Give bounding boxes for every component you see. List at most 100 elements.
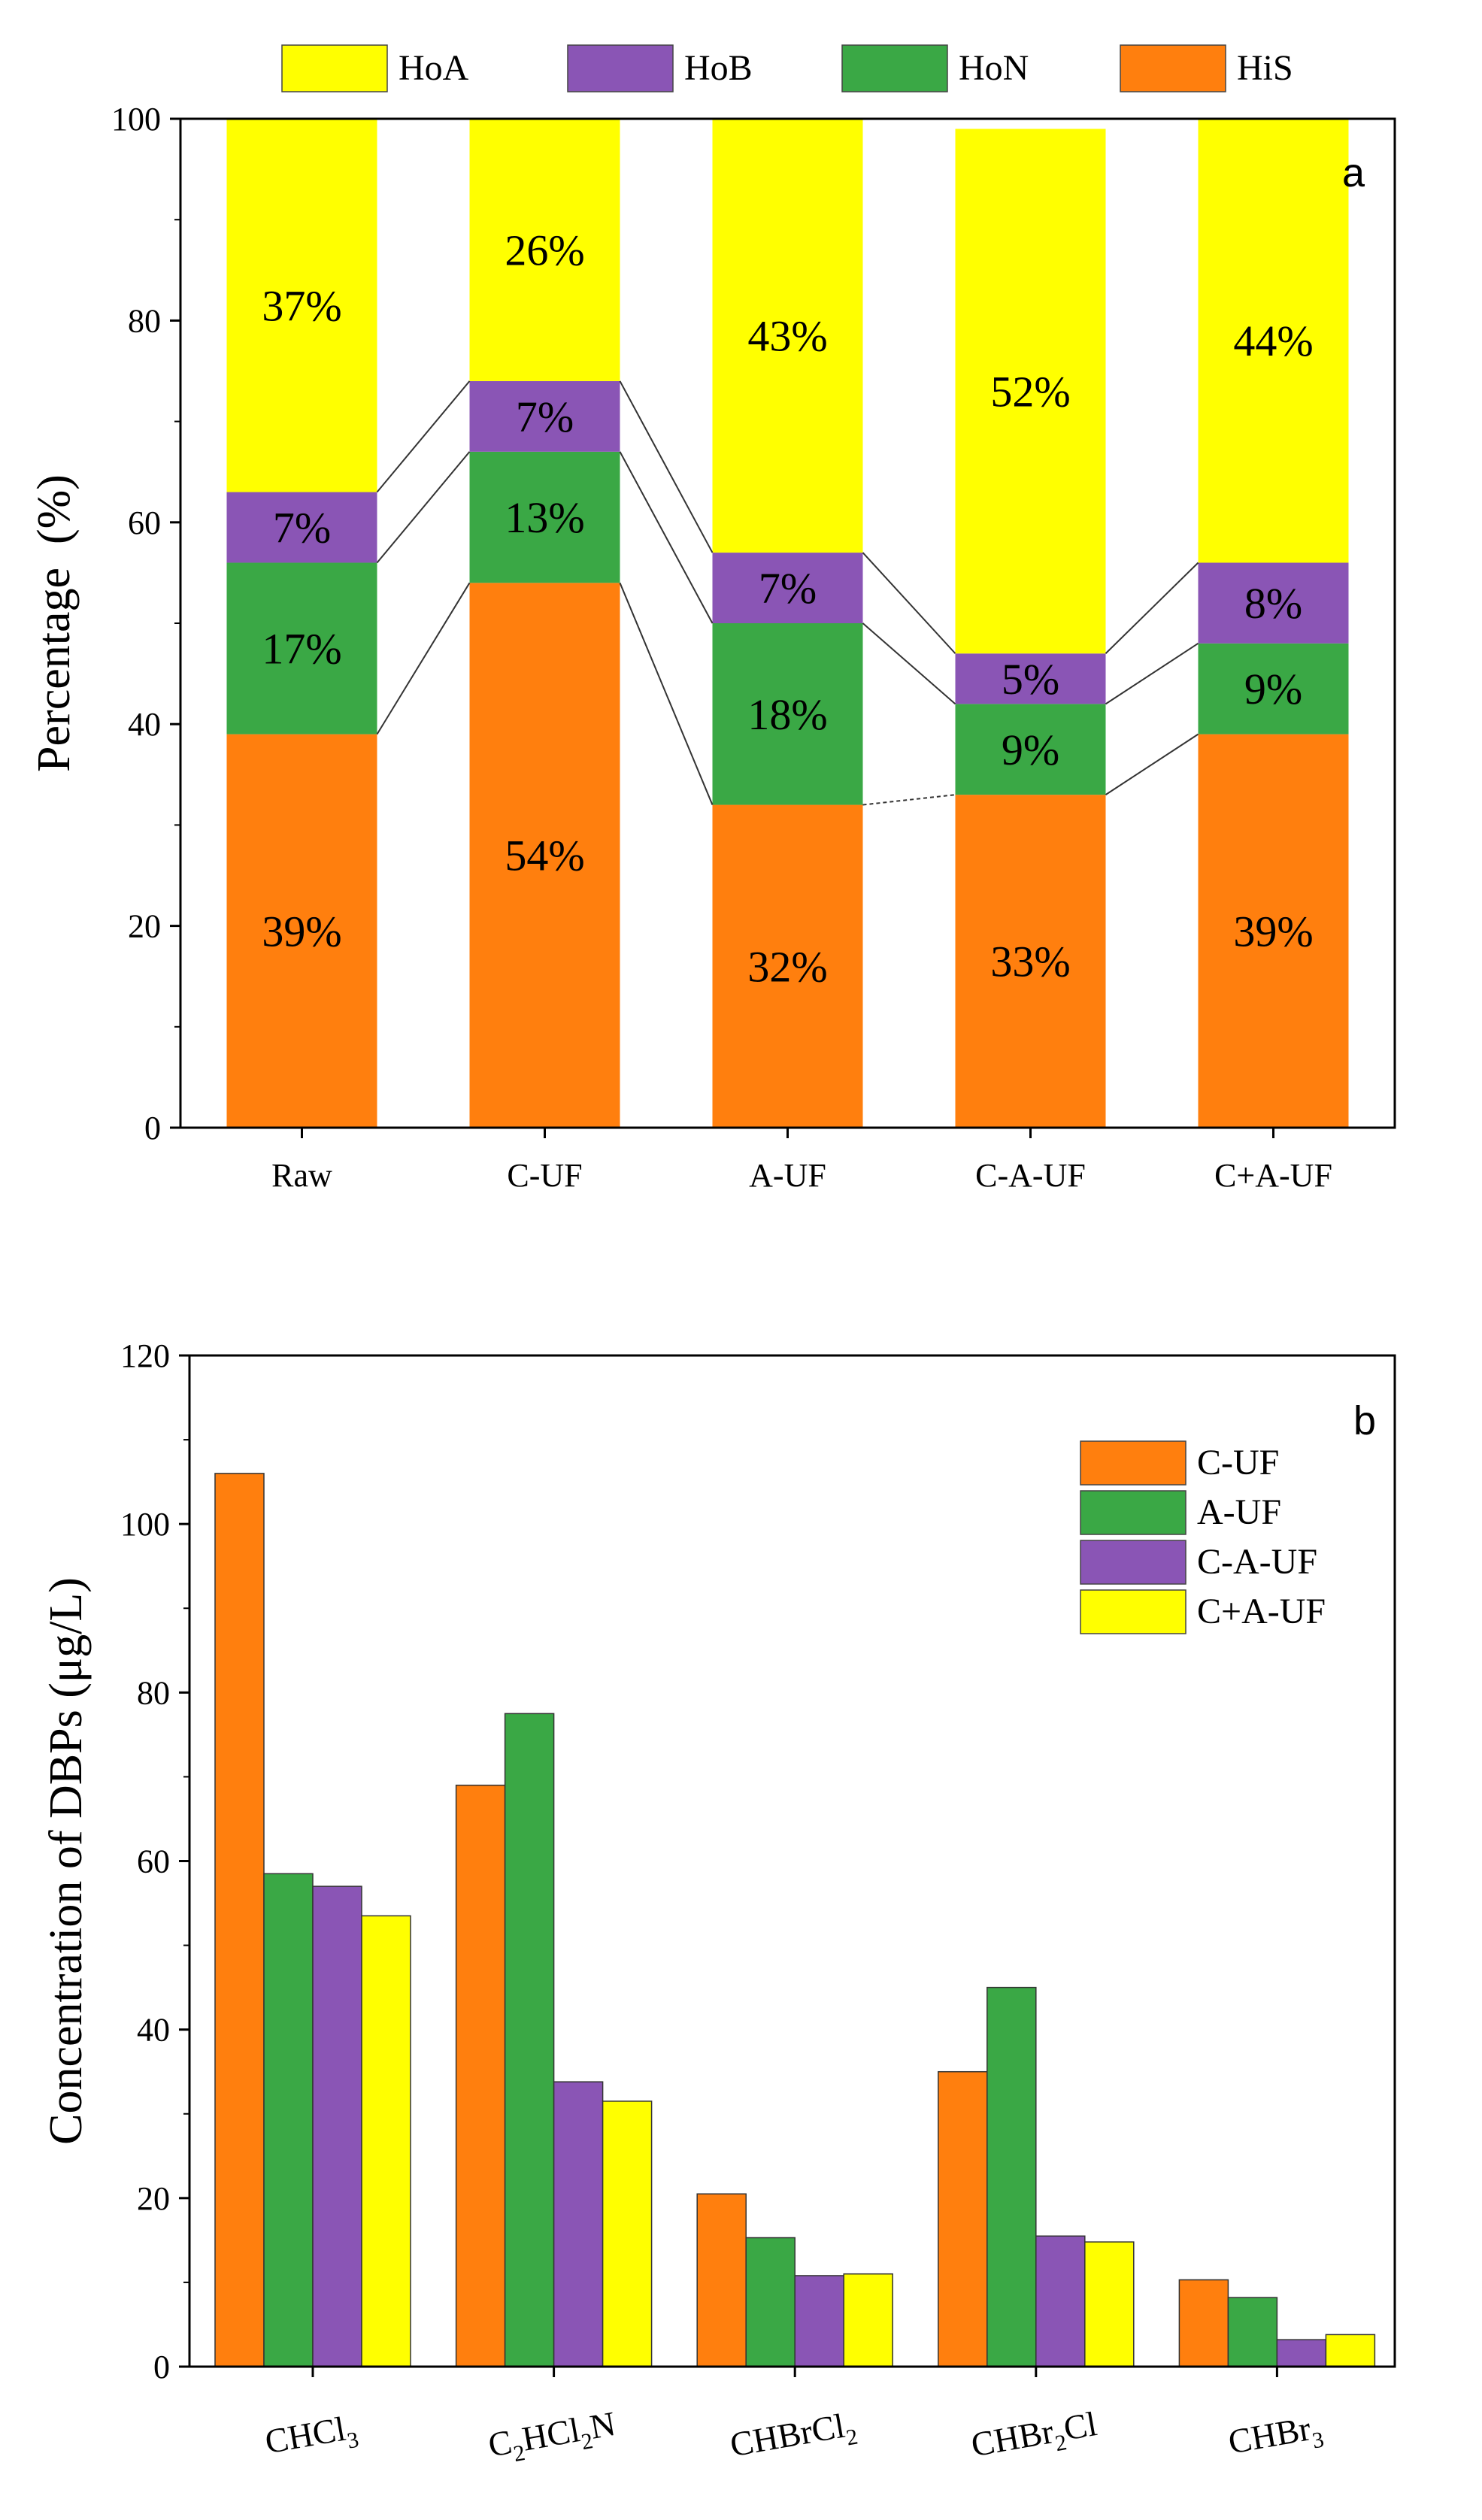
bar-c-a-uf-4: [1035, 2235, 1086, 2367]
y-tick-label: 80: [137, 1674, 170, 1711]
panel-label-b: b: [1353, 1398, 1376, 1443]
legend-label-c-a-uf: C-A-UF: [1197, 1542, 1317, 1582]
segment-label-hob-3: 7%: [759, 564, 817, 613]
bar-cplusa-uf-5: [1325, 2334, 1376, 2367]
legend-swatch-his: [1120, 44, 1226, 92]
bar-hoa-2: [469, 119, 620, 381]
bar-c-uf-1: [214, 1473, 265, 2367]
x-tick-label: C+A-UF: [1214, 1157, 1332, 1194]
segment-label-hon-4: 9%: [1002, 725, 1059, 774]
y-tick-label: 60: [137, 1843, 170, 1880]
x-tick-label: CHBr2Cl: [968, 2404, 1101, 2470]
x-tick-label: CHCl3: [262, 2407, 361, 2467]
subscript: 3: [345, 2428, 361, 2454]
connector-line: [862, 622, 956, 705]
bar-his-4: [955, 795, 1106, 1128]
connector-line: [619, 582, 714, 805]
connector-line: [862, 552, 956, 654]
segment-label-hob-1: 7%: [273, 504, 331, 553]
y-tick-label: 60: [128, 504, 161, 541]
bar-a-uf-2: [504, 1713, 555, 2367]
y-tick-label: 100: [120, 1506, 170, 1543]
x-tick-label: C2HCl2N: [485, 2404, 619, 2471]
connector-line: [1105, 643, 1199, 705]
bar-hon-4: [955, 704, 1106, 795]
connector-line: [1105, 733, 1199, 795]
bar-c-uf-3: [696, 2193, 747, 2367]
segment-label-hob-5: 8%: [1244, 579, 1302, 628]
segment-label-hob-4: 5%: [1002, 655, 1059, 704]
subscript: 2: [844, 2425, 860, 2451]
bar-a-uf-1: [263, 1873, 314, 2367]
bar-his-1: [226, 734, 377, 1128]
bar-a-uf-5: [1227, 2297, 1278, 2367]
bar-c-a-uf-2: [553, 2081, 604, 2367]
connector-line: [376, 380, 471, 493]
label-part: CHCl: [262, 2409, 349, 2461]
segment-label-hoa-5: 44%: [1233, 317, 1313, 365]
bar-hoa-4: [955, 129, 1106, 654]
segment-label-hon-3: 18%: [747, 690, 827, 739]
segment-label-his-4: 33%: [990, 937, 1070, 986]
legend-label-cplusa-uf: C+A-UF: [1197, 1592, 1326, 1631]
connector-line: [376, 582, 471, 735]
connector-line: [619, 380, 714, 553]
legend-swatch-c-uf: [1080, 1440, 1187, 1486]
legend-label-hon: HoN: [959, 48, 1029, 88]
bar-c-uf-5: [1178, 2279, 1229, 2367]
subscript: 2: [511, 2440, 527, 2467]
x-tick-label: A-UF: [749, 1157, 826, 1194]
legend-label-hoa: HoA: [399, 48, 469, 88]
segment-label-hoa-3: 43%: [747, 312, 827, 361]
x-tick-label: C-A-UF: [975, 1157, 1086, 1194]
y-tick-label: 40: [137, 2012, 170, 2049]
segment-label-hon-5: 9%: [1244, 665, 1302, 713]
legend-swatch-hon: [841, 44, 948, 92]
segment-label-his-2: 54%: [505, 831, 584, 880]
label-part: CHBr: [1226, 2409, 1314, 2461]
connector-line: [1105, 562, 1199, 654]
y-tick-label: 0: [153, 2349, 170, 2385]
y-tick-label: 40: [128, 706, 161, 743]
bar-hob-4: [955, 653, 1106, 704]
bar-hon-3: [712, 623, 863, 805]
bar-c-uf-4: [938, 2070, 988, 2367]
bar-hon-5: [1198, 643, 1349, 734]
y-axis-title: Concentration of DBPs (μg/L): [41, 1577, 92, 2145]
x-tick-label: C-UF: [507, 1157, 582, 1194]
y-tick-label: 20: [137, 2180, 170, 2217]
segment-label-hon-2: 13%: [505, 493, 584, 542]
label-part: CHBrCl: [727, 2406, 847, 2464]
bar-hob-3: [712, 553, 863, 623]
y-tick-label: 20: [128, 908, 161, 945]
legend-label-c-uf: C-UF: [1197, 1443, 1279, 1483]
bar-c-a-uf-1: [312, 1885, 362, 2367]
legend-label-his: HiS: [1237, 48, 1293, 88]
segment-label-his-1: 39%: [262, 907, 341, 956]
segment-label-hon-1: 17%: [262, 625, 341, 674]
label-part: CHBr: [968, 2412, 1056, 2464]
legend-swatch-hoa: [281, 44, 388, 92]
y-tick-label: 120: [120, 1337, 170, 1374]
x-tick-label: CHBr3: [1226, 2407, 1326, 2468]
bar-his-5: [1198, 734, 1349, 1128]
y-tick-label: 100: [111, 101, 161, 138]
bar-cplusa-uf-1: [361, 1915, 411, 2367]
bar-hoa-1: [226, 119, 377, 492]
subscript: 3: [1311, 2427, 1326, 2453]
connector-line: [376, 451, 471, 564]
y-tick-label: 0: [144, 1110, 161, 1146]
bar-hon-2: [469, 451, 620, 583]
x-tick-label: CHBrCl2: [727, 2404, 859, 2470]
bar-cplusa-uf-2: [602, 2101, 653, 2367]
bar-his-2: [469, 583, 620, 1128]
segment-label-hoa-2: 26%: [505, 226, 584, 274]
panel-a-stacked-bar-chart: 39% 17% 7% 37% 54% 13% 7% 26% 32% 18% 7% 43% 33% 9% 5%…: [29, 44, 1396, 1194]
bar-hoa-3: [712, 119, 863, 553]
legend-swatch-cplusa-uf: [1080, 1589, 1187, 1634]
bar-c-a-uf-5: [1276, 2339, 1327, 2367]
segment-label-his-3: 32%: [747, 942, 827, 991]
label-part: Cl: [1061, 2404, 1100, 2448]
